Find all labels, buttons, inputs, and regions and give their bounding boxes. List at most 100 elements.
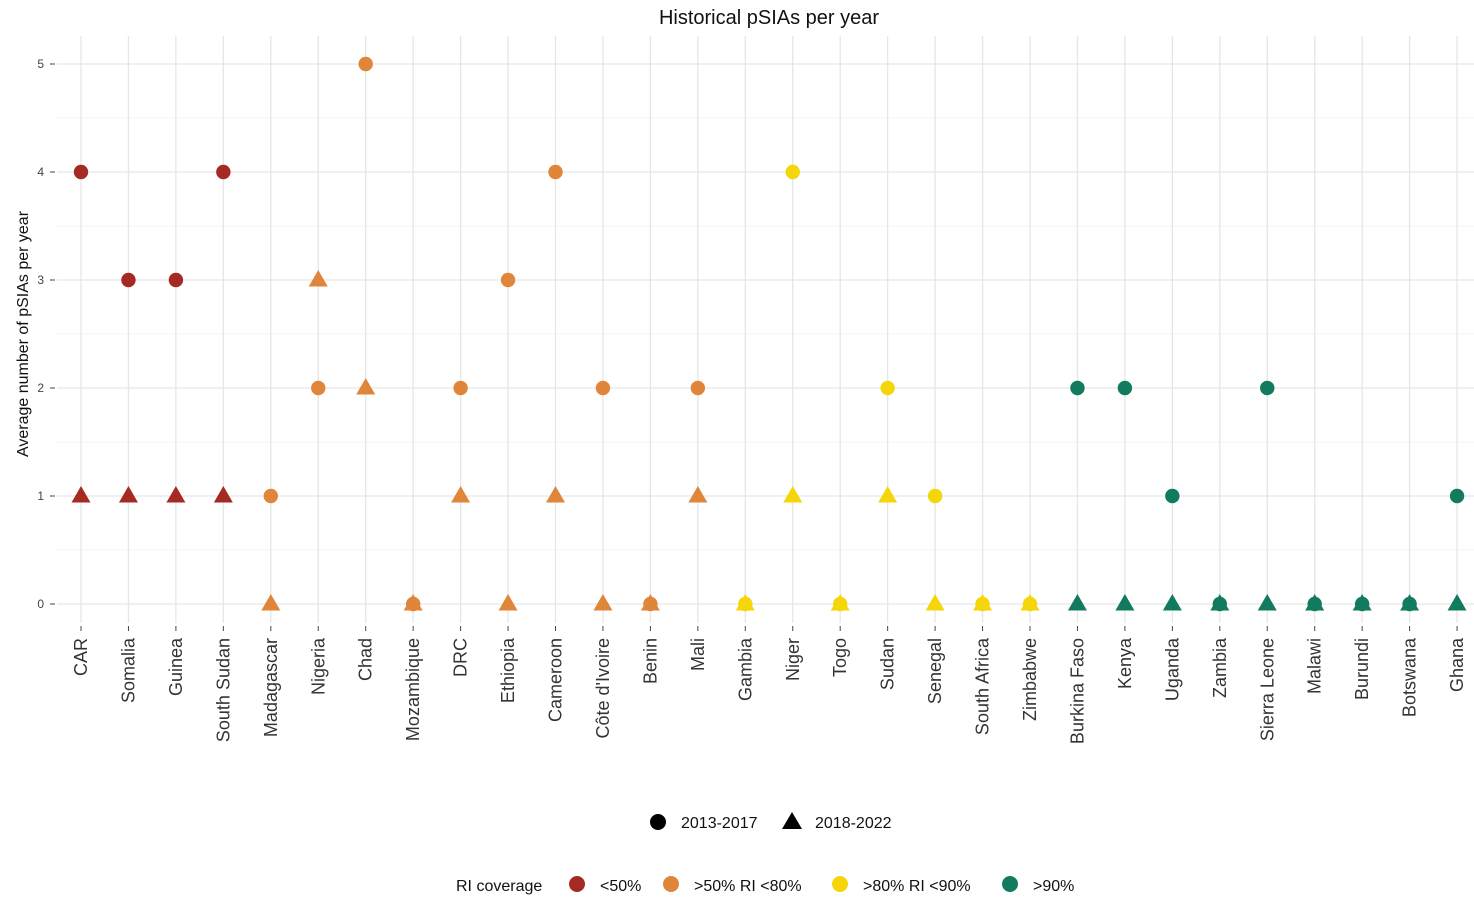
y-axis-ticks: 0 1 2 3 4 5 xyxy=(37,57,55,611)
legend-color-label-3: >80% RI <90% xyxy=(863,878,971,895)
point-2013-2017 xyxy=(121,272,136,288)
point-2018-2022 xyxy=(1115,594,1135,611)
point-2018-2022 xyxy=(1257,594,1277,611)
point-2013-2017 xyxy=(1449,488,1465,504)
point-2018-2022 xyxy=(118,486,138,503)
point-2018-2022 xyxy=(1352,594,1372,611)
y-tick-label: 4 xyxy=(37,165,44,179)
x-tick-label: Kenya xyxy=(1115,637,1135,689)
x-tick-label: DRC xyxy=(451,638,471,677)
point-2018-2022 xyxy=(1067,594,1087,611)
point-2013-2017 xyxy=(1070,380,1085,396)
point-2018-2022 xyxy=(261,594,281,611)
x-tick-label: Sudan xyxy=(878,638,898,690)
x-tick-label: Benin xyxy=(640,638,660,684)
x-tick-label: Niger xyxy=(783,638,803,681)
point-2013-2017 xyxy=(358,56,373,72)
shape-legend: 2013-2017 2018-2022 xyxy=(650,812,892,832)
color-legend: RI coverage <50% >50% RI <80% >80% RI <9… xyxy=(456,876,1074,895)
x-tick-label: Chad xyxy=(356,638,376,681)
point-2018-2022 xyxy=(593,594,613,611)
point-2018-2022 xyxy=(1305,594,1325,611)
y-tick-label: 0 xyxy=(37,597,44,611)
point-2013-2017 xyxy=(216,164,231,180)
point-2018-2022 xyxy=(1447,594,1467,611)
legend-swatch-2 xyxy=(663,876,679,892)
x-tick-label: Burkina Faso xyxy=(1067,638,1087,744)
x-tick-label: Gambia xyxy=(735,637,755,701)
legend-swatch-3 xyxy=(832,876,848,892)
x-tick-label: Côte d'Ivoire xyxy=(593,638,613,739)
point-2018-2022 xyxy=(356,378,376,395)
x-tick-label: Ghana xyxy=(1447,637,1467,692)
x-tick-label: Zimbabwe xyxy=(1020,638,1040,721)
legend-circle-marker xyxy=(650,814,666,830)
legend-color-label-4: >90% xyxy=(1033,878,1074,895)
point-2018-2022 xyxy=(1020,594,1040,611)
point-2018-2022 xyxy=(735,594,755,611)
point-2013-2017 xyxy=(453,380,468,396)
x-tick-label: Mali xyxy=(688,638,708,671)
x-tick-label: Senegal xyxy=(925,638,945,704)
point-2018-2022 xyxy=(403,594,423,611)
point-2018-2022 xyxy=(498,594,518,611)
point-2018-2022 xyxy=(546,486,565,503)
point-2013-2017 xyxy=(880,380,895,396)
point-2013-2017 xyxy=(595,380,611,396)
point-2018-2022 xyxy=(830,594,850,611)
point-2013-2017 xyxy=(168,272,184,288)
point-2018-2022 xyxy=(1400,594,1420,611)
point-2013-2017 xyxy=(311,380,326,396)
x-tick-label: Burundi xyxy=(1352,638,1372,700)
point-2013-2017 xyxy=(500,272,516,288)
legend-shape-label-2: 2018-2022 xyxy=(815,815,892,832)
x-tick-label: Guinea xyxy=(166,637,186,696)
data-points xyxy=(71,56,1467,612)
x-tick-label: Malawi xyxy=(1305,638,1325,694)
point-2013-2017 xyxy=(1117,380,1133,396)
point-2018-2022 xyxy=(688,486,708,503)
x-tick-label: Uganda xyxy=(1162,637,1182,701)
point-2018-2022 xyxy=(451,486,471,503)
point-2018-2022 xyxy=(640,594,660,611)
point-2013-2017 xyxy=(785,164,800,180)
point-2018-2022 xyxy=(71,486,91,503)
x-tick-label: Mozambique xyxy=(403,638,423,741)
x-tick-label: CAR xyxy=(71,638,91,676)
legend-swatch-4 xyxy=(1002,876,1018,892)
x-tick-label: Togo xyxy=(830,638,850,677)
x-tick-label: Nigeria xyxy=(308,637,328,695)
point-2018-2022 xyxy=(878,486,898,503)
x-tick-label: Sierra Leone xyxy=(1257,638,1277,741)
point-2018-2022 xyxy=(213,486,233,503)
legend-swatch-1 xyxy=(569,876,585,892)
color-legend-title: RI coverage xyxy=(456,878,542,895)
y-tick-label: 2 xyxy=(37,381,44,395)
point-2018-2022 xyxy=(925,594,945,611)
point-2013-2017 xyxy=(927,488,943,504)
x-tick-label: Madagascar xyxy=(261,638,281,737)
point-2018-2022 xyxy=(308,270,328,287)
legend-triangle-marker xyxy=(782,812,802,829)
point-2018-2022 xyxy=(1210,594,1230,611)
x-tick-label: South Africa xyxy=(973,637,993,735)
x-tick-label: Cameroon xyxy=(546,638,566,722)
legend-color-label-1: <50% xyxy=(600,878,641,895)
point-2013-2017 xyxy=(1260,380,1275,396)
point-2013-2017 xyxy=(73,164,89,180)
y-axis-label: Average number of pSIAs per year xyxy=(15,210,32,457)
point-2018-2022 xyxy=(1162,594,1182,611)
chart-title: Historical pSIAs per year xyxy=(659,7,879,29)
x-tick-label: Somalia xyxy=(118,637,138,703)
y-tick-label: 3 xyxy=(37,273,44,287)
y-tick-label: 1 xyxy=(37,489,44,503)
point-2018-2022 xyxy=(973,594,993,611)
point-2018-2022 xyxy=(783,486,803,503)
legend-shape-label-1: 2013-2017 xyxy=(681,815,758,832)
x-tick-label: Ethiopia xyxy=(498,637,518,703)
x-tick-label: South Sudan xyxy=(213,638,233,742)
point-2013-2017 xyxy=(1165,488,1180,504)
point-2018-2022 xyxy=(166,486,186,503)
point-2013-2017 xyxy=(548,164,563,180)
